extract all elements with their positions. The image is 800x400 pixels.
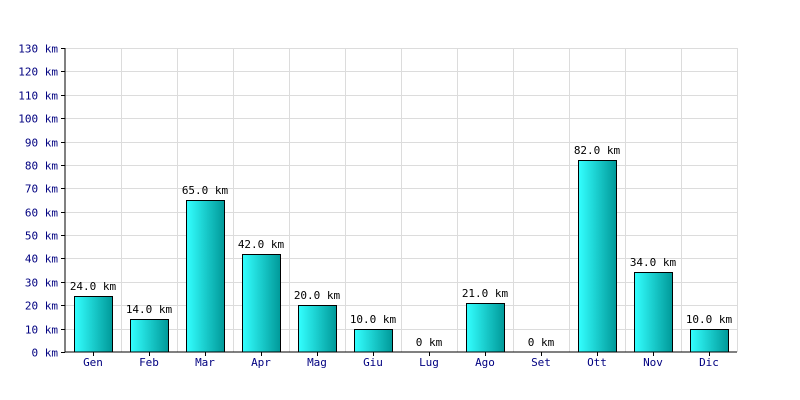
bar-apr <box>242 254 281 353</box>
value-label-gen: 24.0 km <box>70 280 117 293</box>
y-tick-label: 130 km <box>18 43 58 56</box>
bar-feb <box>130 319 169 353</box>
value-label-dic: 10.0 km <box>686 313 733 326</box>
bar-mag <box>298 305 337 353</box>
value-label-ago: 21.0 km <box>462 287 509 300</box>
bar-giu <box>354 329 393 353</box>
y-tick-label: 100 km <box>18 113 58 126</box>
x-tick-label-mar: Mar <box>195 356 215 369</box>
bar-nov <box>634 272 673 353</box>
bar-ago <box>466 303 505 353</box>
data-labels: 24.0 km 14.0 km 65.0 km 42.0 km 20.0 km 10.0 … <box>70 144 733 349</box>
value-label-mar: 65.0 km <box>182 184 229 197</box>
y-tick-label: 90 km <box>25 137 58 150</box>
value-label-apr: 42.0 km <box>238 238 285 251</box>
x-tick-label-feb: Feb <box>139 356 159 369</box>
x-tick-label-mag: Mag <box>307 356 327 369</box>
value-label-giu: 10.0 km <box>350 313 397 326</box>
bar-dic <box>690 329 729 353</box>
bar-series <box>74 160 729 353</box>
y-tick-label: 10 km <box>25 324 58 337</box>
x-tick-label-giu: Giu <box>363 356 383 369</box>
y-axis-ticks: 0 km 10 km 20 km 30 km 40 km 50 km 60 km 70 km 8… <box>18 43 65 360</box>
x-tick-label-set: Set <box>531 356 551 369</box>
y-tick-label: 80 km <box>25 160 58 173</box>
y-tick-label: 30 km <box>25 277 58 290</box>
x-tick-label-ago: Ago <box>475 356 495 369</box>
value-label-feb: 14.0 km <box>126 303 173 316</box>
x-tick-label-gen: Gen <box>83 356 103 369</box>
x-tick-label-apr: Apr <box>251 356 271 369</box>
x-tick-label-ott: Ott <box>587 356 607 369</box>
y-tick-label: 60 km <box>25 207 58 220</box>
y-tick-label: 50 km <box>25 230 58 243</box>
value-label-ott: 82.0 km <box>574 144 621 157</box>
value-label-lug: 0 km <box>416 336 443 349</box>
bar-gen <box>74 296 113 353</box>
value-label-nov: 34.0 km <box>630 256 677 269</box>
x-tick-label-nov: Nov <box>643 356 663 369</box>
x-tick-label-dic: Dic <box>699 356 719 369</box>
vertical-gridlines <box>121 48 738 352</box>
bar-mar <box>186 200 225 353</box>
y-tick-label: 0 km <box>32 347 59 360</box>
x-tick-label-lug: Lug <box>419 356 439 369</box>
y-tick-label: 110 km <box>18 90 58 103</box>
x-axis-ticks: Gen Feb Mar Apr Mag Giu Lug Ago Set Ott Nov Dic <box>83 352 719 369</box>
bar-ott <box>578 160 617 353</box>
y-tick-label: 70 km <box>25 183 58 196</box>
value-label-mag: 20.0 km <box>294 289 341 302</box>
y-tick-label: 40 km <box>25 253 58 266</box>
y-tick-label: 20 km <box>25 300 58 313</box>
y-tick-label: 120 km <box>18 66 58 79</box>
value-label-set: 0 km <box>528 336 555 349</box>
